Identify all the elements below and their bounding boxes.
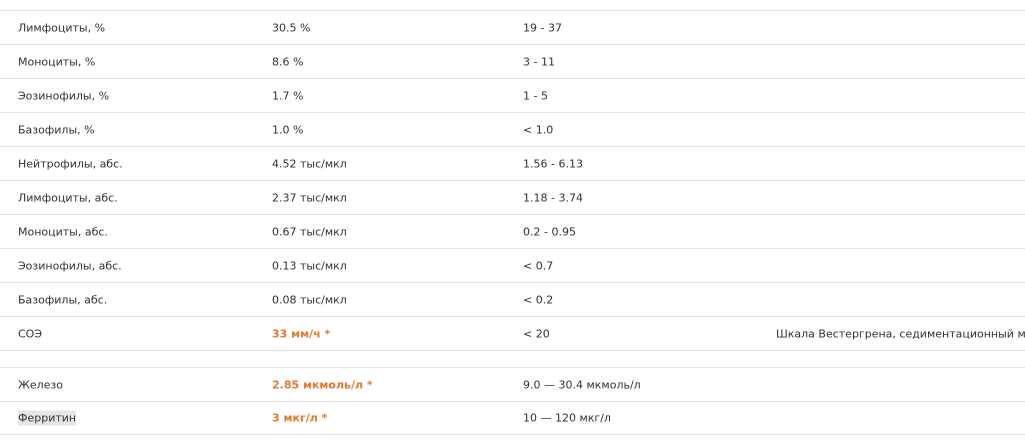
table-row: Лимфоциты, абс. 2.37 тыс/мкл 1.18 - 3.74 xyxy=(0,180,1025,214)
test-name: СОЭ xyxy=(18,327,43,340)
table-row: Нейтрофилы, абс. 4.52 тыс/мкл 1.56 - 6.13 xyxy=(0,146,1025,180)
test-value: 0.08 тыс/мкл xyxy=(272,293,347,306)
table-row: Базофилы, абс. 0.08 тыс/мкл < 0.2 xyxy=(0,282,1025,316)
table-row: Эозинофилы, % 1.7 % 1 - 5 xyxy=(0,78,1025,112)
test-name: Эозинофилы, % xyxy=(18,89,110,102)
test-name: Базофилы, % xyxy=(18,123,95,136)
test-value: 1.0 % xyxy=(272,123,304,136)
table-row: СОЭ 33 мм/ч * < 20 Шкала Вестергрена, седим… xyxy=(0,316,1025,350)
test-name: Нейтрофилы, абс. xyxy=(18,157,123,170)
table-row: Ферритин 3 мкг/л * 10 — 120 мкг/л xyxy=(0,401,1025,435)
reference-range: < 20 xyxy=(523,327,550,340)
test-value: 0.67 тыс/мкл xyxy=(272,225,347,238)
table-row: Лимфоциты, % 30.5 % 19 - 37 xyxy=(0,10,1025,44)
reference-range: < 0.2 xyxy=(523,293,554,306)
reference-range: 1 - 5 xyxy=(523,89,548,102)
reference-range: 9.0 — 30.4 мкмоль/л xyxy=(523,378,641,391)
test-value: 1.7 % xyxy=(272,89,304,102)
reference-range: 3 - 11 xyxy=(523,55,555,68)
table-row: Базофилы, % 1.0 % < 1.0 xyxy=(0,112,1025,146)
table-row: Моноциты, % 8.6 % 3 - 11 xyxy=(0,44,1025,78)
test-value: 4.52 тыс/мкл xyxy=(272,157,347,170)
test-value: 2.37 тыс/мкл xyxy=(272,191,347,204)
section-spacer xyxy=(0,350,1025,367)
reference-range: 19 - 37 xyxy=(523,21,562,34)
test-value: 30.5 % xyxy=(272,21,311,34)
reference-range: 0.2 - 0.95 xyxy=(523,225,576,238)
test-name-highlighted: Ферритин xyxy=(18,410,77,426)
reference-range: < 1.0 xyxy=(523,123,554,136)
test-value-flagged: 33 мм/ч * xyxy=(272,327,331,340)
test-name: Лимфоциты, абс. xyxy=(18,191,118,204)
test-name: Эозинофилы, абс. xyxy=(18,259,122,272)
test-name: Моноциты, % xyxy=(18,55,96,68)
table-row: Эозинофилы, абс. 0.13 тыс/мкл < 0.7 xyxy=(0,248,1025,282)
reference-range: < 0.7 xyxy=(523,259,554,272)
method-note: Шкала Вестергрена, седиментационный мето… xyxy=(776,327,1025,340)
test-value-flagged: 2.85 мкмоль/л * xyxy=(272,378,373,391)
test-value-flagged: 3 мкг/л * xyxy=(272,411,328,425)
test-value: 8.6 % xyxy=(272,55,304,68)
test-name: Железо xyxy=(18,378,63,391)
lab-results-table: Лимфоциты, % 30.5 % 19 - 37 Моноциты, % 8.6… xyxy=(0,10,1025,435)
test-name: Лимфоциты, % xyxy=(18,21,106,34)
test-value: 0.13 тыс/мкл xyxy=(272,259,347,272)
reference-range: 1.56 - 6.13 xyxy=(523,157,583,170)
reference-range: 1.18 - 3.74 xyxy=(523,191,583,204)
table-row: Моноциты, абс. 0.67 тыс/мкл 0.2 - 0.95 xyxy=(0,214,1025,248)
test-name: Базофилы, абс. xyxy=(18,293,108,306)
reference-range: 10 — 120 мкг/л xyxy=(523,411,611,425)
table-row: Железо 2.85 мкмоль/л * 9.0 — 30.4 мкмоль/л xyxy=(0,367,1025,401)
test-name: Моноциты, абс. xyxy=(18,225,108,238)
